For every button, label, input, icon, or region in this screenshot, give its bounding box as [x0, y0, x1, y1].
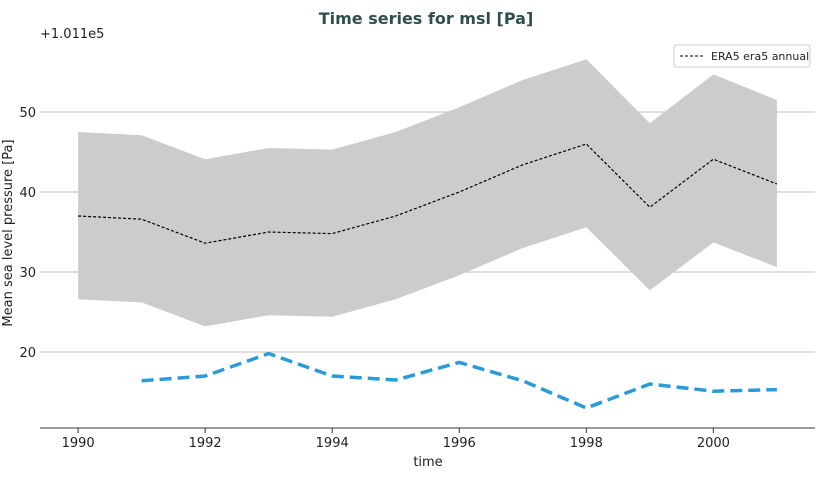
series-lines: [78, 143, 778, 410]
band-area: [78, 59, 777, 327]
x-tick-label-1992: 1992: [189, 436, 222, 451]
legend: ERA5 era5 annual: [673, 44, 811, 68]
y-tick-label-40: 40: [19, 186, 36, 201]
x-tick-label-1990: 1990: [62, 436, 95, 451]
x-tick-label-1994: 1994: [316, 436, 349, 451]
y-ticks: 20 30 40 50: [19, 106, 36, 361]
legend-label-era5: ERA5 era5 annual: [711, 50, 809, 63]
chart-title: Time series for msl [Pa]: [319, 9, 534, 28]
x-axis-label: time: [413, 455, 442, 470]
x-ticks: 1990 1992 1994 1996 1998 2000: [62, 428, 730, 451]
y-tick-label-50: 50: [19, 106, 36, 121]
y-axis-label: Mean sea level pressure [Pa]: [1, 139, 16, 326]
legend-box: [673, 44, 811, 68]
x-tick-label-2000: 2000: [697, 436, 730, 451]
x-tick-label-1996: 1996: [443, 436, 476, 451]
y-offset-label: +1.011e5: [40, 27, 104, 42]
series-line-0: [78, 143, 778, 244]
spread-band: [78, 59, 777, 327]
series-line-1: [141, 351, 777, 410]
x-tick-label-1998: 1998: [570, 436, 603, 451]
y-tick-label-30: 30: [19, 266, 36, 281]
y-tick-label-20: 20: [19, 346, 36, 361]
